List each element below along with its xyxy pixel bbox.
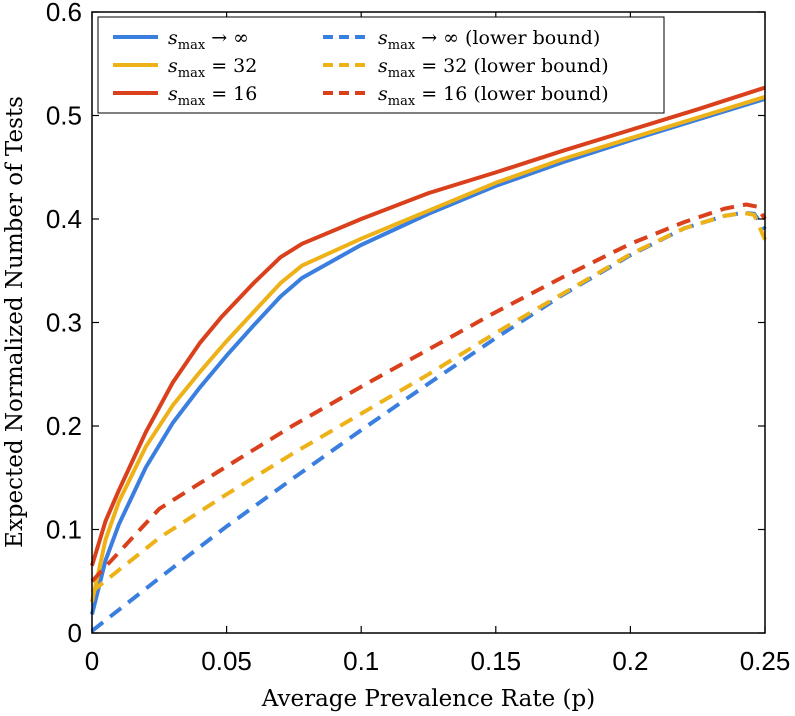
series-line-6 — [90, 202, 767, 583]
legend-box — [97, 16, 665, 114]
y-tick-label: 0.6 — [46, 0, 82, 27]
series-layer — [90, 85, 767, 633]
x-tick-label: 0.05 — [201, 646, 252, 676]
series-line-3 — [90, 85, 766, 567]
y-tick-label: 0.4 — [46, 204, 82, 234]
series-line-1 — [90, 96, 766, 615]
legend-label: smax = 16 (lower bound) — [378, 83, 609, 109]
legend-label: smax = 16 — [168, 83, 257, 109]
y-tick-label: 0.1 — [46, 515, 82, 545]
legend-label: smax → ∞ (lower bound) — [378, 27, 600, 53]
y-tick-label: 0.3 — [46, 308, 82, 338]
legend-label: smax = 32 (lower bound) — [378, 55, 609, 81]
legend-label: smax = 32 — [168, 55, 257, 81]
x-tick-label: 0.15 — [470, 646, 521, 676]
x-tick-label: 0 — [85, 646, 99, 676]
legend-label: smax → ∞ — [168, 27, 249, 53]
y-tick-label: 0 — [68, 618, 82, 648]
x-tick-label: 0.2 — [612, 646, 648, 676]
x-axis-label: Average Prevalence Rate (p) — [261, 686, 595, 712]
series-line-4 — [90, 210, 767, 633]
y-tick-label: 0.2 — [46, 411, 82, 441]
series-line-5 — [90, 210, 767, 594]
tick-layer: 0 0.05 0.1 0.15 0.2 0.25 0 0.1 0.2 0.3 0.4 0.5 0.6 — [46, 0, 790, 676]
series-line-2 — [90, 94, 766, 603]
plot-background — [92, 12, 765, 633]
y-tick-label: 0.5 — [46, 101, 82, 131]
y-axis-label: Expected Normalized Number of Tests — [2, 96, 28, 548]
x-tick-label: 0.25 — [740, 646, 791, 676]
x-tick-label: 0.1 — [343, 646, 379, 676]
